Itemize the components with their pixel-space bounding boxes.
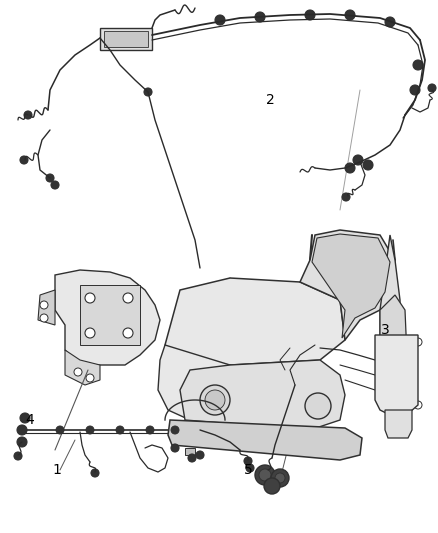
Bar — [185, 448, 195, 455]
Circle shape — [305, 10, 315, 20]
Circle shape — [215, 15, 225, 25]
Circle shape — [17, 437, 27, 447]
Polygon shape — [168, 420, 362, 460]
Circle shape — [414, 338, 422, 346]
Polygon shape — [38, 290, 55, 325]
Circle shape — [116, 426, 124, 434]
Circle shape — [259, 469, 271, 481]
Circle shape — [123, 328, 133, 338]
Polygon shape — [180, 360, 345, 430]
Circle shape — [342, 193, 350, 201]
Circle shape — [392, 428, 400, 436]
Bar — [104, 31, 148, 47]
Circle shape — [200, 385, 230, 415]
Circle shape — [20, 413, 30, 423]
Circle shape — [264, 478, 280, 494]
Circle shape — [91, 469, 99, 477]
Polygon shape — [312, 234, 390, 338]
Text: 2: 2 — [265, 93, 274, 107]
Circle shape — [20, 156, 28, 164]
Text: 3: 3 — [381, 323, 389, 337]
Circle shape — [275, 473, 285, 483]
Circle shape — [40, 314, 48, 322]
Circle shape — [56, 426, 64, 434]
Circle shape — [146, 426, 154, 434]
Circle shape — [24, 111, 32, 119]
Text: 5: 5 — [244, 463, 252, 477]
Circle shape — [205, 390, 225, 410]
Circle shape — [123, 293, 133, 303]
Circle shape — [86, 374, 94, 382]
Circle shape — [413, 60, 423, 70]
Circle shape — [405, 362, 415, 372]
Polygon shape — [385, 410, 412, 438]
Circle shape — [85, 293, 95, 303]
Bar — [382, 361, 410, 373]
Circle shape — [86, 426, 94, 434]
Circle shape — [377, 345, 387, 355]
Polygon shape — [55, 270, 160, 365]
Bar — [382, 378, 410, 390]
Circle shape — [255, 465, 275, 485]
Circle shape — [14, 452, 22, 460]
Polygon shape — [380, 235, 400, 395]
Circle shape — [385, 17, 395, 27]
Circle shape — [196, 451, 204, 459]
Bar — [382, 344, 410, 356]
Circle shape — [305, 393, 331, 419]
Circle shape — [246, 464, 254, 472]
Circle shape — [391, 420, 401, 430]
Circle shape — [405, 345, 415, 355]
Circle shape — [353, 155, 363, 165]
Circle shape — [363, 160, 373, 170]
Circle shape — [17, 425, 27, 435]
Circle shape — [40, 301, 48, 309]
Circle shape — [414, 401, 422, 409]
Circle shape — [46, 174, 54, 182]
Polygon shape — [65, 350, 100, 385]
Circle shape — [428, 84, 436, 92]
Circle shape — [51, 181, 59, 189]
Circle shape — [345, 10, 355, 20]
Polygon shape — [300, 230, 395, 340]
Circle shape — [171, 426, 179, 434]
Polygon shape — [375, 335, 418, 415]
Polygon shape — [380, 295, 408, 400]
Bar — [80, 285, 140, 345]
Circle shape — [255, 12, 265, 22]
Text: 1: 1 — [53, 463, 61, 477]
Circle shape — [405, 379, 415, 389]
Circle shape — [345, 163, 355, 173]
Circle shape — [271, 469, 289, 487]
Bar — [100, 28, 152, 50]
Polygon shape — [158, 345, 230, 420]
Circle shape — [144, 88, 152, 96]
Circle shape — [377, 362, 387, 372]
Circle shape — [377, 379, 387, 389]
Text: 4: 4 — [26, 413, 34, 427]
Circle shape — [171, 444, 179, 452]
Circle shape — [410, 85, 420, 95]
Circle shape — [188, 454, 196, 462]
Circle shape — [244, 457, 252, 465]
Circle shape — [85, 328, 95, 338]
Polygon shape — [165, 278, 345, 365]
Circle shape — [74, 368, 82, 376]
